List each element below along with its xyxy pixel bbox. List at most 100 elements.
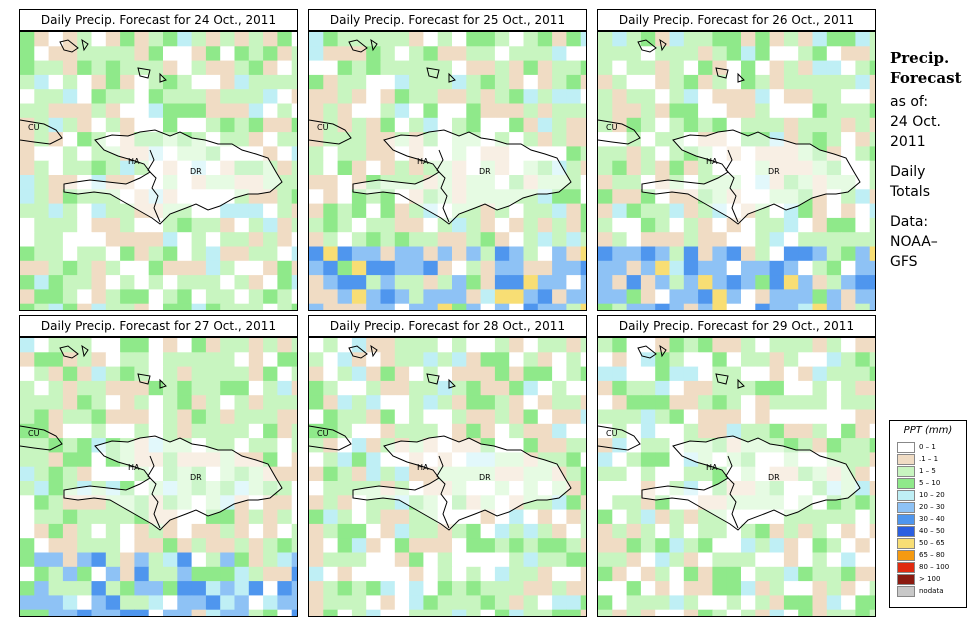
precip-cell bbox=[423, 581, 439, 596]
precip-cell bbox=[248, 509, 264, 525]
precip-cell bbox=[105, 595, 121, 611]
precip-cell bbox=[409, 46, 424, 62]
precip-cell bbox=[263, 338, 278, 353]
precip-cell bbox=[91, 338, 107, 353]
precip-cell bbox=[248, 132, 264, 147]
precip-cell bbox=[277, 132, 293, 147]
hispaniola-outline bbox=[63, 435, 283, 531]
precip-cell bbox=[480, 60, 496, 76]
precip-cell bbox=[509, 552, 524, 568]
precip-cell bbox=[683, 74, 699, 90]
precip-cell bbox=[105, 509, 121, 525]
precip-cell bbox=[323, 409, 339, 425]
precip-cell bbox=[48, 275, 64, 290]
precip-cell bbox=[552, 60, 567, 76]
precip-cell bbox=[34, 232, 50, 247]
precip-cell bbox=[366, 352, 381, 368]
precip-cell bbox=[712, 60, 728, 76]
precip-cell bbox=[480, 217, 496, 233]
precip-cell bbox=[337, 581, 353, 596]
precip-cell bbox=[163, 32, 178, 47]
precip-cell bbox=[741, 409, 756, 425]
precip-cell bbox=[509, 303, 524, 310]
precip-cell bbox=[120, 409, 135, 425]
legend-swatch bbox=[897, 513, 915, 525]
precip-cell bbox=[91, 452, 107, 468]
precip-cell bbox=[580, 89, 586, 104]
precip-cell bbox=[337, 275, 353, 290]
precip-cell bbox=[248, 380, 264, 396]
cuba-outline bbox=[309, 119, 352, 145]
precip-cell bbox=[698, 509, 713, 525]
precip-cell bbox=[452, 289, 467, 305]
precip-cell bbox=[566, 380, 582, 396]
precip-cell bbox=[191, 352, 207, 368]
precip-cell bbox=[626, 46, 642, 62]
precip-cell bbox=[612, 523, 628, 539]
precip-cell bbox=[612, 509, 628, 525]
precip-cell bbox=[466, 289, 482, 305]
precip-cell bbox=[234, 103, 250, 119]
precip-cell bbox=[163, 60, 178, 76]
precip-cell bbox=[220, 60, 235, 76]
precip-cell bbox=[841, 232, 856, 247]
precip-cell bbox=[640, 289, 656, 305]
precip-cell bbox=[466, 338, 482, 353]
precip-cell bbox=[423, 89, 439, 104]
precip-cell bbox=[91, 74, 107, 90]
precip-cell bbox=[409, 303, 424, 310]
precip-cell bbox=[612, 203, 628, 219]
precip-cell bbox=[552, 566, 567, 582]
precip-cell bbox=[626, 438, 642, 453]
precip-cell bbox=[480, 103, 496, 119]
precip-cell bbox=[277, 103, 293, 119]
precip-cell bbox=[826, 352, 842, 368]
precip-cell bbox=[20, 175, 35, 190]
precip-cell bbox=[698, 260, 713, 276]
precip-cell bbox=[20, 523, 35, 539]
precip-cell bbox=[309, 146, 324, 162]
precip-cell bbox=[523, 246, 539, 262]
precip-cell bbox=[640, 438, 656, 453]
precip-cell bbox=[134, 217, 150, 233]
precip-cell bbox=[841, 552, 856, 568]
precip-cell bbox=[712, 46, 728, 62]
precip-cell bbox=[91, 552, 107, 568]
precip-cell bbox=[148, 275, 164, 290]
legend-label: nodata bbox=[919, 587, 944, 595]
precip-cell bbox=[191, 523, 207, 539]
precip-cell bbox=[855, 523, 871, 539]
precip-map: CU HA DR bbox=[597, 31, 876, 311]
precip-cell bbox=[712, 103, 728, 119]
precip-cell bbox=[48, 409, 64, 425]
precip-cell bbox=[323, 260, 339, 276]
precip-cell bbox=[669, 523, 685, 539]
precip-cell bbox=[191, 217, 207, 233]
precip-cell bbox=[640, 203, 656, 219]
precip-cell bbox=[120, 595, 135, 611]
precip-cell bbox=[394, 552, 410, 568]
precip-cell bbox=[220, 32, 235, 47]
precip-cell bbox=[277, 246, 293, 262]
precip-cell bbox=[48, 523, 64, 539]
precip-cell bbox=[48, 132, 64, 147]
precip-cell bbox=[769, 523, 785, 539]
panel-title: Daily Precip. Forecast for 26 Oct., 2011 bbox=[597, 9, 876, 31]
precip-cell bbox=[134, 74, 150, 90]
precip-cell bbox=[20, 495, 35, 511]
precip-cell bbox=[366, 552, 381, 568]
precip-cell bbox=[220, 523, 235, 539]
precip-cell bbox=[134, 566, 150, 582]
precip-cell bbox=[523, 46, 539, 62]
precip-cell bbox=[826, 132, 842, 147]
precip-cell bbox=[205, 552, 221, 568]
precip-cell bbox=[612, 380, 628, 396]
precip-cell bbox=[366, 609, 381, 616]
precip-cell bbox=[552, 32, 567, 47]
precip-cell bbox=[826, 260, 842, 276]
precip-cell bbox=[205, 303, 221, 310]
precip-cell bbox=[598, 466, 613, 482]
precip-cell bbox=[105, 203, 121, 219]
precip-cell bbox=[537, 523, 553, 539]
precip-cell bbox=[309, 103, 324, 119]
